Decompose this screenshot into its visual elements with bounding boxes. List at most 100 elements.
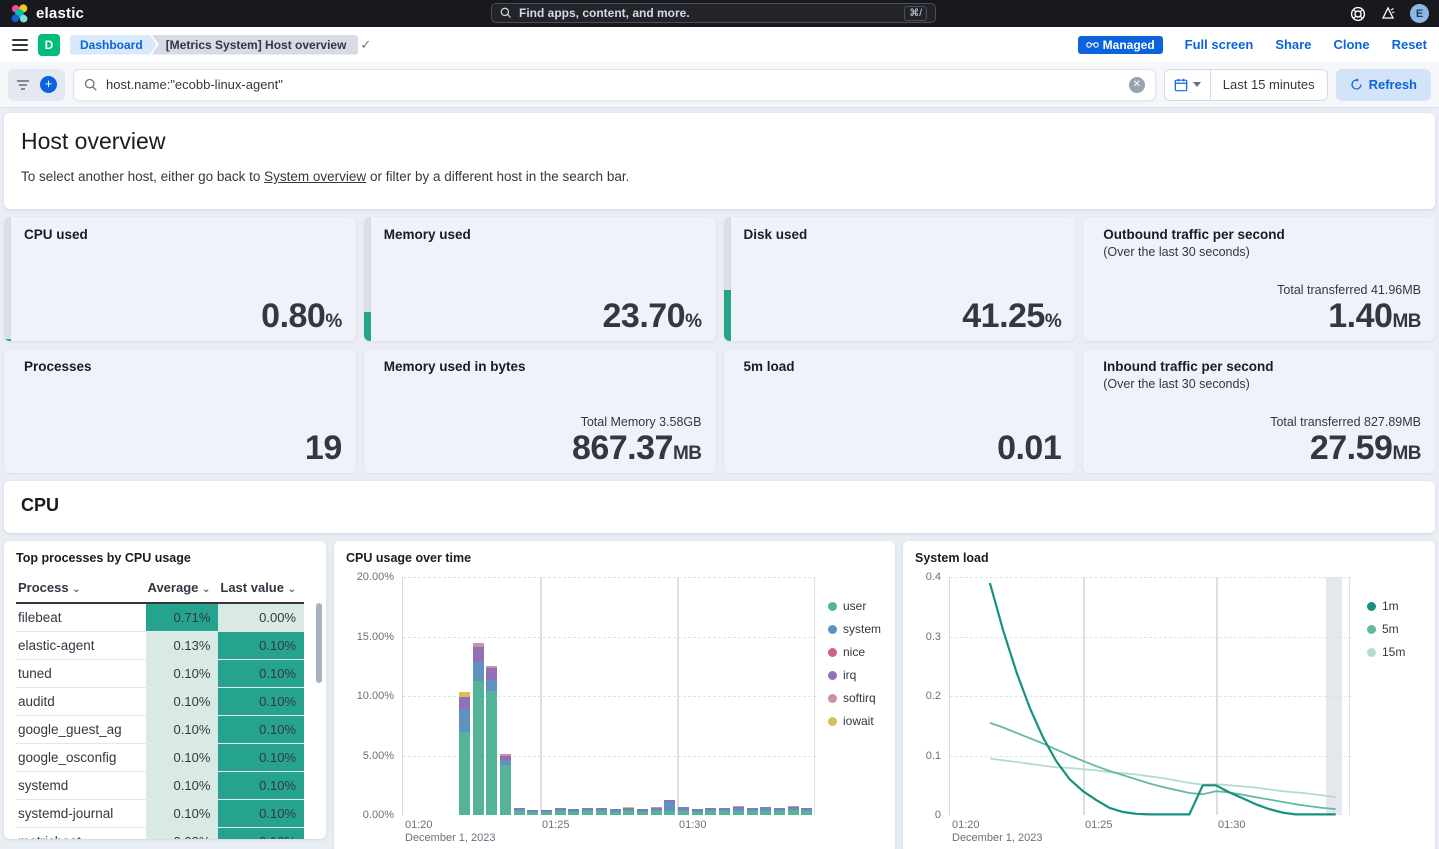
full-screen-button[interactable]: Full screen bbox=[1185, 37, 1254, 52]
global-search-input[interactable]: Find apps, content, and more. ⌘/ bbox=[491, 3, 936, 23]
breadcrumb-dashboard[interactable]: Dashboard bbox=[70, 35, 157, 55]
dashboard-app-icon[interactable]: D bbox=[38, 34, 60, 56]
menu-hamburger-icon[interactable] bbox=[12, 39, 28, 51]
legend-item-15m[interactable]: 15m bbox=[1367, 645, 1405, 659]
top-processes-panel: Top processes by CPU usage Process ⌄ Ave… bbox=[4, 541, 326, 839]
user-avatar[interactable]: E bbox=[1410, 4, 1429, 23]
metric-value-block: 23.70% bbox=[603, 299, 702, 333]
bar-segment-user bbox=[788, 810, 799, 815]
share-button[interactable]: Share bbox=[1275, 37, 1311, 52]
bar-segment-iowait bbox=[623, 807, 634, 808]
legend-dot bbox=[828, 694, 837, 703]
metric-tile-processes[interactable]: Processes19 bbox=[4, 349, 356, 473]
bar-segment-user bbox=[610, 812, 621, 815]
average-value-cell: 0.10% bbox=[146, 772, 219, 800]
elastic-logo[interactable]: elastic bbox=[10, 4, 84, 23]
metric-unit: MB bbox=[1392, 311, 1421, 332]
metric-tile-memory-used-in-bytes[interactable]: Memory used in bytesTotal Memory 3.58GB8… bbox=[364, 349, 716, 473]
process-name-cell: systemd-journal bbox=[16, 800, 146, 828]
metric-title: Disk used bbox=[744, 227, 1062, 242]
legend-item-iowait[interactable]: iowait bbox=[828, 714, 881, 728]
metric-tile-memory-used[interactable]: Memory used23.70% bbox=[364, 217, 716, 341]
bar-segment-system bbox=[788, 808, 799, 811]
column-header-last-value[interactable]: Last value ⌄ bbox=[218, 575, 304, 603]
bar-segment-irq bbox=[596, 808, 607, 809]
chart-legend: user system nice irq softirq iowait bbox=[828, 599, 881, 728]
clear-query-icon[interactable]: ✕ bbox=[1129, 77, 1145, 93]
metric-tile-outbound-traffic-per-second[interactable]: Outbound traffic per second(Over the las… bbox=[1083, 217, 1435, 341]
table-row: tuned0.10%0.10% bbox=[16, 660, 304, 688]
metric-value-block: 0.01 bbox=[997, 431, 1061, 465]
help-icon[interactable] bbox=[1350, 6, 1366, 22]
table-row: google_guest_ag0.10%0.10% bbox=[16, 716, 304, 744]
metric-tile-5m-load[interactable]: 5m load0.01 bbox=[724, 349, 1076, 473]
metric-value: 1.40MB bbox=[1277, 299, 1421, 333]
table-row: systemd-journal0.10%0.10% bbox=[16, 800, 304, 828]
process-name-cell: google_guest_ag bbox=[16, 716, 146, 744]
bar-segment-system bbox=[473, 662, 484, 681]
reset-button[interactable]: Reset bbox=[1392, 37, 1427, 52]
bar-segment-system bbox=[500, 760, 511, 765]
x-axis-label: 01:25 bbox=[1085, 819, 1113, 831]
bar-segment-irq bbox=[692, 809, 703, 810]
legend-label: 15m bbox=[1382, 645, 1405, 659]
chart-plot-area bbox=[402, 577, 816, 815]
bar-segment-iowait bbox=[459, 692, 470, 696]
bar-segment-user bbox=[527, 812, 538, 815]
notifications-icon[interactable] bbox=[1380, 6, 1396, 22]
date-picker-button[interactable] bbox=[1164, 69, 1210, 101]
y-axis-label: 0.2 bbox=[915, 690, 941, 702]
process-name-cell: filebeat bbox=[16, 603, 146, 632]
bar-segment-system bbox=[527, 811, 538, 813]
bar-segment-system bbox=[678, 809, 689, 812]
bar-segment-irq bbox=[459, 697, 470, 709]
query-input[interactable]: host.name:"ecobb-linux-agent" ✕ bbox=[73, 69, 1156, 101]
bar-segment-irq bbox=[760, 807, 771, 808]
metric-tile-disk-used[interactable]: Disk used 41.25% bbox=[724, 217, 1076, 341]
managed-badge[interactable]: Managed bbox=[1078, 36, 1163, 54]
bar-segment-user bbox=[651, 811, 662, 815]
legend-item-5m[interactable]: 5m bbox=[1367, 622, 1405, 636]
legend-item-1m[interactable]: 1m bbox=[1367, 599, 1405, 613]
system-overview-link[interactable]: System overview bbox=[264, 169, 366, 184]
cpu-chart-title: CPU usage over time bbox=[346, 551, 883, 565]
legend-item-irq[interactable]: irq bbox=[828, 668, 881, 682]
legend-item-system[interactable]: system bbox=[828, 622, 881, 636]
add-filter-button[interactable]: + bbox=[40, 76, 57, 93]
time-range-value[interactable]: Last 15 minutes bbox=[1210, 69, 1328, 101]
bar-segment-irq bbox=[582, 808, 593, 809]
metric-tile-inbound-traffic-per-second[interactable]: Inbound traffic per second(Over the last… bbox=[1083, 349, 1435, 473]
legend-item-nice[interactable]: nice bbox=[828, 645, 881, 659]
logo-text: elastic bbox=[36, 5, 84, 22]
column-header-average[interactable]: Average ⌄ bbox=[146, 575, 219, 603]
metric-value: 0.01 bbox=[997, 431, 1061, 465]
average-value-cell: 0.08% bbox=[146, 828, 219, 840]
refresh-button[interactable]: Refresh bbox=[1336, 69, 1431, 101]
legend-item-softirq[interactable]: softirq bbox=[828, 691, 881, 705]
checkmark-icon[interactable]: ✓ bbox=[360, 37, 371, 53]
bar-segment-system bbox=[623, 809, 634, 811]
bar-segment-irq bbox=[500, 756, 511, 761]
table-scrollbar[interactable] bbox=[316, 603, 322, 683]
bar-segment-system bbox=[514, 809, 525, 811]
legend-dot bbox=[828, 602, 837, 611]
x-axis-label: 01:30 bbox=[679, 819, 707, 831]
x-axis-label: 01:25 bbox=[542, 819, 570, 831]
metric-tiles-row-1: CPU used0.80%Memory used23.70% Disk used 4… bbox=[4, 217, 1435, 341]
bar-segment-softirq bbox=[651, 807, 662, 808]
elastic-logo-icon bbox=[10, 4, 29, 23]
clone-button[interactable]: Clone bbox=[1333, 37, 1369, 52]
metric-progress-fill bbox=[724, 290, 731, 341]
column-header-process[interactable]: Process ⌄ bbox=[16, 575, 146, 603]
metric-value-block: 41.25% bbox=[962, 299, 1061, 333]
last-value-cell: 0.10% bbox=[218, 800, 304, 828]
table-row: filebeat0.71%0.00% bbox=[16, 603, 304, 632]
metric-unit: % bbox=[1045, 311, 1061, 332]
metric-tile-cpu-used[interactable]: CPU used0.80% bbox=[4, 217, 356, 341]
filter-icon[interactable] bbox=[16, 79, 30, 91]
legend-item-user[interactable]: user bbox=[828, 599, 881, 613]
metric-progress-fill bbox=[4, 339, 11, 341]
table-panel-title: Top processes by CPU usage bbox=[16, 551, 314, 565]
legend-label: nice bbox=[843, 645, 865, 659]
bar-segment-irq bbox=[610, 809, 621, 810]
